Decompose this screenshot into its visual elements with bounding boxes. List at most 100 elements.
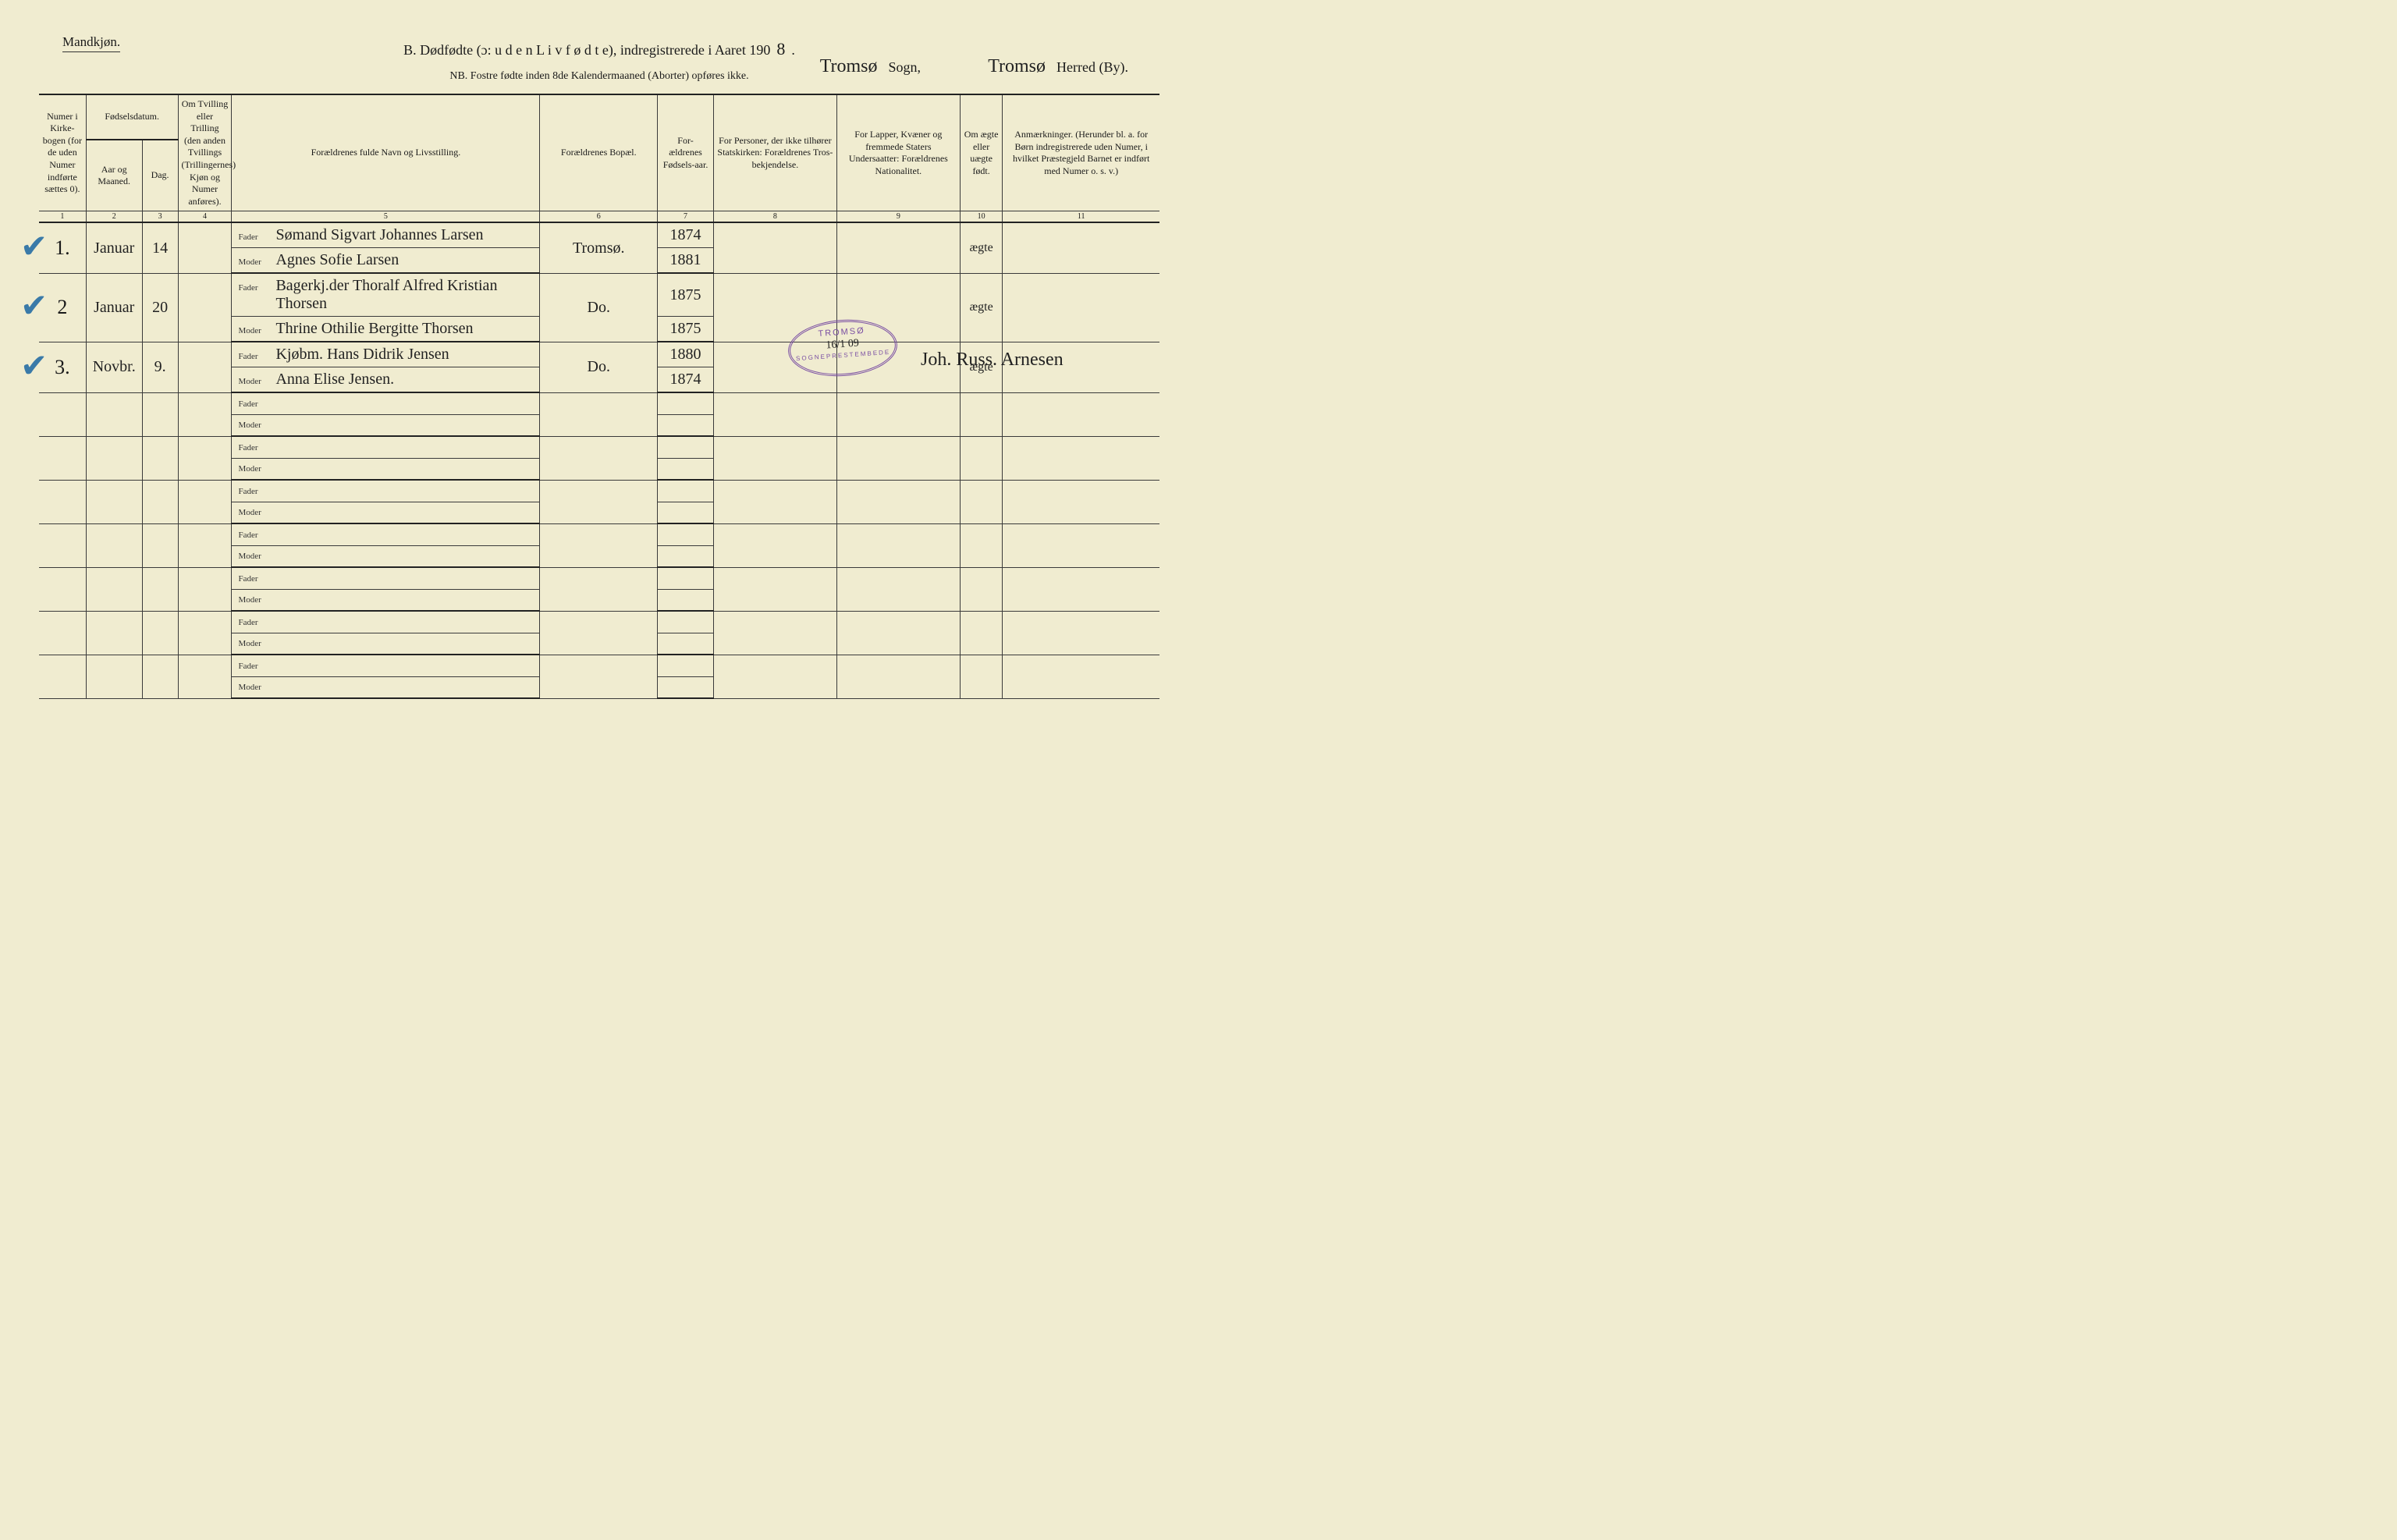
cell-father: Fader — [232, 567, 540, 589]
cell-month — [86, 523, 142, 567]
fader-label: Fader — [235, 283, 268, 293]
cell-faith — [713, 523, 836, 567]
cell-num — [39, 392, 86, 436]
column-number: 9 — [836, 211, 960, 223]
col-header-month: Aar og Maaned. — [86, 140, 142, 211]
cell-day — [142, 655, 178, 698]
cell-father: Fader — [232, 611, 540, 633]
cell-day: 9. — [142, 342, 178, 392]
cell-nationality — [836, 480, 960, 523]
cell-mother: ModerThrine Othilie Bergitte Thorsen — [232, 317, 540, 342]
clerk-signature: Joh. Russ. Arnesen — [921, 350, 1064, 371]
entry-number: 3. — [55, 356, 70, 378]
cell-nationality — [836, 436, 960, 480]
column-number: 5 — [232, 211, 540, 223]
checkmark-icon: ✔ — [20, 236, 48, 256]
cell-nationality — [836, 523, 960, 567]
col-header-num: Numer i Kirke-bogen (for de uden Numer i… — [39, 94, 86, 211]
entry-row: Fader — [39, 480, 1159, 502]
cell-legitimacy — [960, 436, 1003, 480]
cell-mother: Moder — [232, 633, 540, 655]
column-number: 11 — [1003, 211, 1159, 223]
cell-residence — [540, 567, 658, 611]
cell-mother: Moder — [232, 458, 540, 480]
cell-mother-year: 1875 — [658, 317, 714, 342]
cell-num: ✔1. — [39, 222, 86, 273]
cell-father-year — [658, 611, 714, 633]
title-prefix: B. Dødfødte (ɔ: u d e n L i v f ø d t e)… — [403, 42, 770, 59]
cell-twin — [178, 480, 232, 523]
cell-twin — [178, 655, 232, 698]
cell-mother-year — [658, 458, 714, 480]
cell-legitimacy — [960, 392, 1003, 436]
cell-nationality — [836, 567, 960, 611]
column-number: 1 — [39, 211, 86, 223]
cell-day — [142, 436, 178, 480]
cell-residence: Do. — [540, 273, 658, 342]
cell-twin — [178, 222, 232, 273]
cell-twin — [178, 392, 232, 436]
sogn-slot: Tromsø Sogn, — [808, 56, 922, 77]
fader-label: Fader — [235, 487, 268, 496]
cell-day — [142, 480, 178, 523]
cell-father-year — [658, 480, 714, 502]
fader-label: Fader — [235, 574, 268, 584]
cell-nationality — [836, 392, 960, 436]
cell-residence — [540, 480, 658, 523]
cell-legitimacy — [960, 655, 1003, 698]
cell-residence — [540, 523, 658, 567]
checkmark-icon: ✔ — [20, 356, 48, 375]
ledger-head: Numer i Kirke-bogen (for de uden Numer i… — [39, 94, 1159, 222]
cell-father: Fader — [232, 655, 540, 676]
cell-faith — [713, 567, 836, 611]
entry-row: Fader — [39, 655, 1159, 676]
mother-name: Anna Elise Jensen. — [275, 371, 394, 389]
cell-legitimacy — [960, 480, 1003, 523]
cell-nationality — [836, 655, 960, 698]
moder-label: Moder — [235, 257, 268, 267]
ledger-body: ✔1.Januar14FaderSømand Sigvart Johannes … — [39, 222, 1159, 698]
cell-mother-year — [658, 502, 714, 523]
fader-label: Fader — [235, 530, 268, 540]
cell-month — [86, 392, 142, 436]
cell-mother: Moder — [232, 414, 540, 436]
cell-faith — [713, 436, 836, 480]
moder-label: Moder — [235, 639, 268, 648]
cell-residence — [540, 436, 658, 480]
entry-row: ✔2Januar20FaderBagerkj.der Thoralf Alfre… — [39, 273, 1159, 317]
column-number: 6 — [540, 211, 658, 223]
cell-num — [39, 480, 86, 523]
cell-num — [39, 436, 86, 480]
cell-remarks — [1003, 392, 1159, 436]
cell-father: Fader — [232, 392, 540, 414]
cell-remarks — [1003, 611, 1159, 655]
cell-month — [86, 480, 142, 523]
moder-label: Moder — [235, 683, 268, 692]
col-header-faith: For Personer, der ikke tilhører Statskir… — [713, 94, 836, 211]
moder-label: Moder — [235, 508, 268, 517]
moder-label: Moder — [235, 326, 268, 335]
cell-num — [39, 523, 86, 567]
title-year-suffix: 8 — [776, 39, 785, 59]
cell-num — [39, 655, 86, 698]
cell-legitimacy: ægte — [960, 273, 1003, 342]
checkmark-icon: ✔ — [20, 296, 48, 315]
cell-twin — [178, 436, 232, 480]
col-header-residence: Forældrenes Bopæl. — [540, 94, 658, 211]
cell-twin — [178, 273, 232, 342]
cell-remarks — [1003, 655, 1159, 698]
cell-num — [39, 567, 86, 611]
sogn-herred-block: Tromsø Sogn, Tromsø Herred (By). — [808, 56, 1128, 77]
column-number: 3 — [142, 211, 178, 223]
fader-label: Fader — [235, 232, 268, 242]
entry-row: Fader — [39, 523, 1159, 545]
cell-remarks — [1003, 222, 1159, 273]
column-number: 4 — [178, 211, 232, 223]
cell-father: Fader — [232, 523, 540, 545]
mother-name: Agnes Sofie Larsen — [275, 251, 399, 269]
col-header-nationality: For Lapper, Kvæner og fremmede Staters U… — [836, 94, 960, 211]
cell-father: FaderSømand Sigvart Johannes Larsen — [232, 222, 540, 248]
cell-month — [86, 655, 142, 698]
fader-label: Fader — [235, 399, 268, 409]
cell-mother-year: 1874 — [658, 367, 714, 393]
